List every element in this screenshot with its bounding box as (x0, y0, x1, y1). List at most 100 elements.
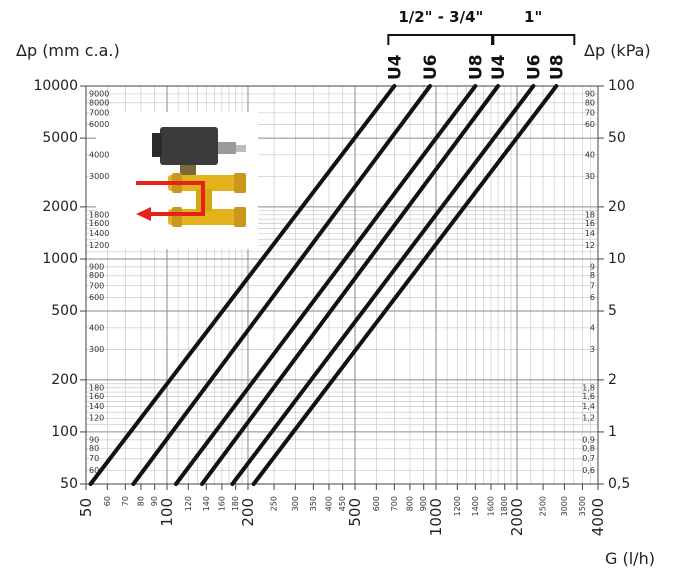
valve-actuator-tip (236, 145, 246, 152)
y-right-tick-label-minor: 0,8 (582, 444, 595, 453)
series-label-u6: U6 (421, 54, 441, 80)
y-right-tick-label-minor: 60 (585, 120, 595, 129)
y-left-tick-label-minor: 140 (89, 402, 104, 411)
flow-path (136, 181, 205, 216)
x-tick-label-minor: 450 (338, 496, 347, 511)
valve-actuator-side (152, 133, 162, 157)
y-left-tick-label-major: 5000 (42, 130, 78, 146)
series-line-u8 (173, 84, 478, 486)
x-tick-label-major: 1000 (427, 498, 445, 536)
valve-actuator-body (160, 127, 218, 165)
y-right-tick-label-major: 2 (608, 372, 617, 388)
y-left-tick-label-minor: 7000 (89, 108, 109, 117)
x-tick-label-minor: 300 (291, 496, 300, 511)
y-right-tick-label-minor: 18 (585, 210, 595, 219)
y-right-axis-label: Δp (kPa) (584, 41, 651, 60)
x-tick-label-minor: 70 (121, 496, 130, 506)
y-left-tick-label-minor: 1400 (89, 229, 109, 238)
valve-upper-nut (234, 173, 246, 193)
y-right-tick-label-major: 1 (608, 424, 617, 440)
y-right-tick-label-minor: 7 (590, 281, 595, 290)
y-left-tick-label-minor: 60 (89, 466, 99, 475)
series-line-u4 (88, 84, 397, 486)
y-left-tick-label-minor: 80 (89, 444, 99, 453)
valve-lower-nut (234, 207, 246, 227)
series-lines (88, 84, 559, 486)
x-tick-label-minor: 1200 (453, 496, 462, 516)
flow-arrow-icon (136, 207, 151, 221)
x-tick-label-major: 200 (239, 498, 257, 527)
size-groups: 1/2" - 3/4" 1" (387, 8, 576, 45)
y-right-tick-label-minor: 40 (585, 150, 595, 159)
y-left-tick-label-major: 200 (51, 372, 78, 388)
x-tick-label-major: 500 (346, 498, 364, 527)
y-left-tick-label-minor: 70 (89, 454, 99, 463)
series-label-u6: U6 (524, 54, 544, 80)
x-tick-label-minor: 120 (184, 496, 193, 511)
x-tick-label-minor: 140 (202, 496, 211, 511)
y-right-tick-label-major: 20 (608, 199, 626, 215)
y-right-tick-label-minor: 1,8 (582, 383, 595, 392)
y-right-tick-label-minor: 6 (590, 293, 595, 302)
x-tick-label-minor: 1600 (486, 496, 495, 516)
x-tick-label-minor: 900 (419, 496, 428, 511)
y-left-tick-label-minor: 300 (89, 345, 104, 354)
y-left-tick-label-major: 100 (51, 424, 78, 440)
y-left-tick-label-major: 2000 (42, 199, 78, 215)
x-tick-label-minor: 3000 (560, 496, 569, 516)
y-left-tick-label-major: 50 (60, 476, 78, 492)
y-left-tick-label-minor: 700 (89, 281, 104, 290)
size-group-label: 1/2" - 3/4" (398, 8, 483, 26)
series-line-u4 (200, 84, 501, 486)
y-right-tick-label-minor: 12 (585, 241, 595, 250)
x-tick-label-minor: 3500 (578, 496, 587, 516)
x-tick-label-minor: 350 (309, 496, 318, 511)
size-group-label: 1" (524, 8, 542, 26)
y-right-tick-label-major: 10 (608, 251, 626, 267)
valve-actuator-knob (218, 142, 236, 154)
y-right-tick-label-minor: 30 (585, 172, 595, 181)
series-label-u8: U8 (466, 54, 486, 80)
y-left-tick-label-major: 1000 (42, 251, 78, 267)
series-label-u8: U8 (547, 54, 567, 80)
valve-illustration (96, 112, 258, 249)
y-left-tick-label-minor: 600 (89, 293, 104, 302)
x-tick-label-minor: 1400 (471, 496, 480, 516)
y-left-tick-label-minor: 120 (89, 414, 104, 423)
y-left-tick-label-minor: 400 (89, 323, 104, 332)
y-left-tick-label-minor: 160 (89, 392, 104, 401)
y-right-tick-label-minor: 1,2 (582, 414, 595, 423)
y-right-tick-label-minor: 70 (585, 108, 595, 117)
series-line-u6 (131, 84, 433, 486)
y-left-tick-label-minor: 8000 (89, 98, 109, 107)
y-left-tick-labels: 10000 5000 2000 1000 500 200 100 50 900080007000… (33, 78, 109, 492)
y-left-tick-label-minor: 90 (89, 435, 99, 444)
y-left-tick-label-minor: 9000 (89, 89, 109, 98)
size-group-bracket (491, 34, 576, 45)
y-right-tick-label-minor: 9 (590, 262, 595, 271)
x-tick-labels: 50 100 200 500 1000 2000 4000 60 70 80 90 120 140 160… (77, 496, 607, 536)
x-tick-label-minor: 2500 (539, 496, 548, 516)
x-tick-label-major: 100 (158, 498, 176, 527)
x-tick-label-major: 50 (77, 498, 95, 517)
x-tick-label-minor: 800 (405, 496, 414, 511)
x-tick-label-minor: 700 (390, 496, 399, 511)
series-label-u4: U4 (489, 54, 509, 80)
y-right-tick-label-minor: 0,7 (582, 454, 595, 463)
y-left-tick-label-minor: 1600 (89, 219, 109, 228)
x-tick-label-minor: 180 (231, 496, 240, 511)
x-tick-label-major: 2000 (508, 498, 526, 536)
y-right-tick-label-minor: 14 (585, 229, 595, 238)
series-label-u4: U4 (385, 54, 405, 80)
y-right-tick-label-minor: 1,6 (582, 392, 595, 401)
y-left-tick-label-minor: 180 (89, 383, 104, 392)
y-left-tick-label-major: 10000 (33, 78, 78, 94)
y-left-tick-label-minor: 1200 (89, 241, 109, 250)
y-left-tick-label-minor: 4000 (89, 150, 109, 159)
x-tick-label-minor: 1800 (500, 496, 509, 516)
y-right-tick-label-major: 50 (608, 130, 626, 146)
y-right-tick-label-minor: 4 (590, 323, 595, 332)
y-right-tick-label-minor: 0,6 (582, 466, 595, 475)
